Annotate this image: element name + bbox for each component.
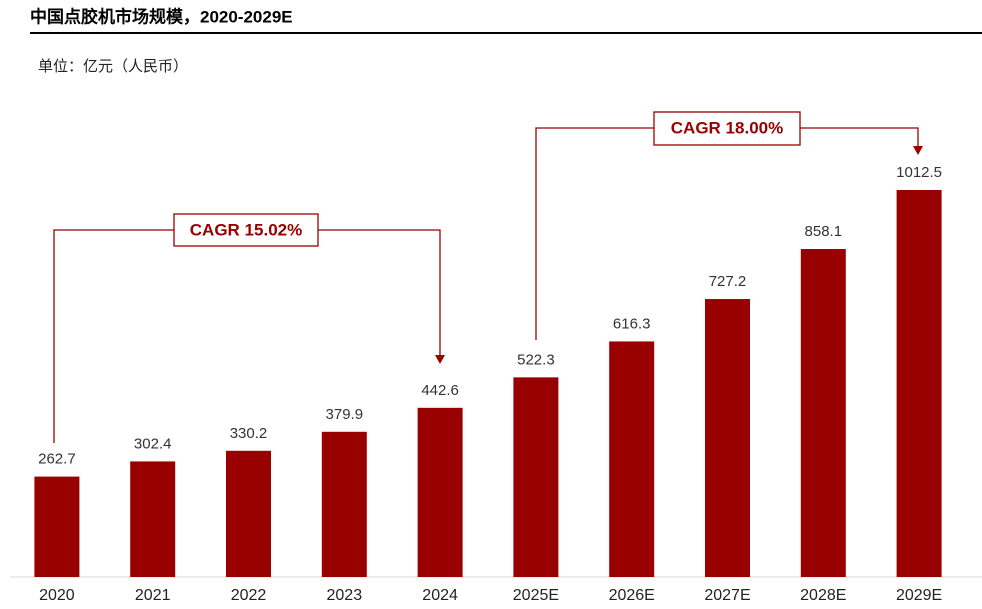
- cagr-line: [800, 127, 919, 150]
- data-label: 616.3: [613, 315, 651, 332]
- data-label: 330.2: [230, 425, 268, 442]
- bar: [321, 431, 367, 577]
- cagr-box: [173, 213, 319, 247]
- data-label: 262.7: [38, 451, 76, 468]
- bar: [705, 299, 750, 577]
- bar: [800, 249, 846, 577]
- unit-label: 单位：亿元（人民币）: [38, 58, 188, 75]
- x-tick-label: 2022: [231, 587, 267, 604]
- bar: [34, 476, 80, 577]
- bar: [226, 450, 271, 577]
- bar: [513, 377, 559, 577]
- data-label: 379.9: [326, 406, 364, 423]
- cagr-line: [535, 127, 654, 340]
- x-tick-label: 2029E: [896, 587, 942, 604]
- x-tick-label: 2026E: [609, 587, 655, 604]
- cagr-label: CAGR 18.00%: [671, 118, 783, 137]
- x-tick-label: 2025E: [513, 587, 559, 604]
- bar: [417, 407, 463, 577]
- arrow-head: [435, 355, 445, 364]
- cagr-label: CAGR 15.02%: [190, 220, 302, 239]
- x-tick-label: 2028E: [800, 587, 846, 604]
- data-label: 302.4: [134, 435, 172, 452]
- data-label: 442.6: [421, 382, 459, 399]
- cagr-line: [53, 229, 174, 443]
- chart-title: 中国点胶机市场规模，2020-2029E: [30, 6, 293, 26]
- data-label: 858.1: [805, 223, 843, 240]
- cagr-line: [318, 229, 441, 358]
- cagr-connectors: [53, 127, 919, 443]
- x-tick-label: 2027E: [704, 587, 750, 604]
- x-tick-label: 2020: [39, 587, 75, 604]
- x-tick-label: 2021: [135, 587, 171, 604]
- data-label: 522.3: [517, 351, 555, 368]
- x-tick-label: 2024: [422, 587, 458, 604]
- arrow-head: [913, 146, 923, 155]
- data-label: 727.2: [709, 273, 747, 290]
- cagr-box: [653, 111, 801, 146]
- x-tick-label: 2023: [327, 587, 363, 604]
- bar: [609, 341, 655, 577]
- bar: [130, 461, 176, 577]
- data-label: 1012.5: [896, 164, 942, 181]
- bar: [896, 190, 942, 577]
